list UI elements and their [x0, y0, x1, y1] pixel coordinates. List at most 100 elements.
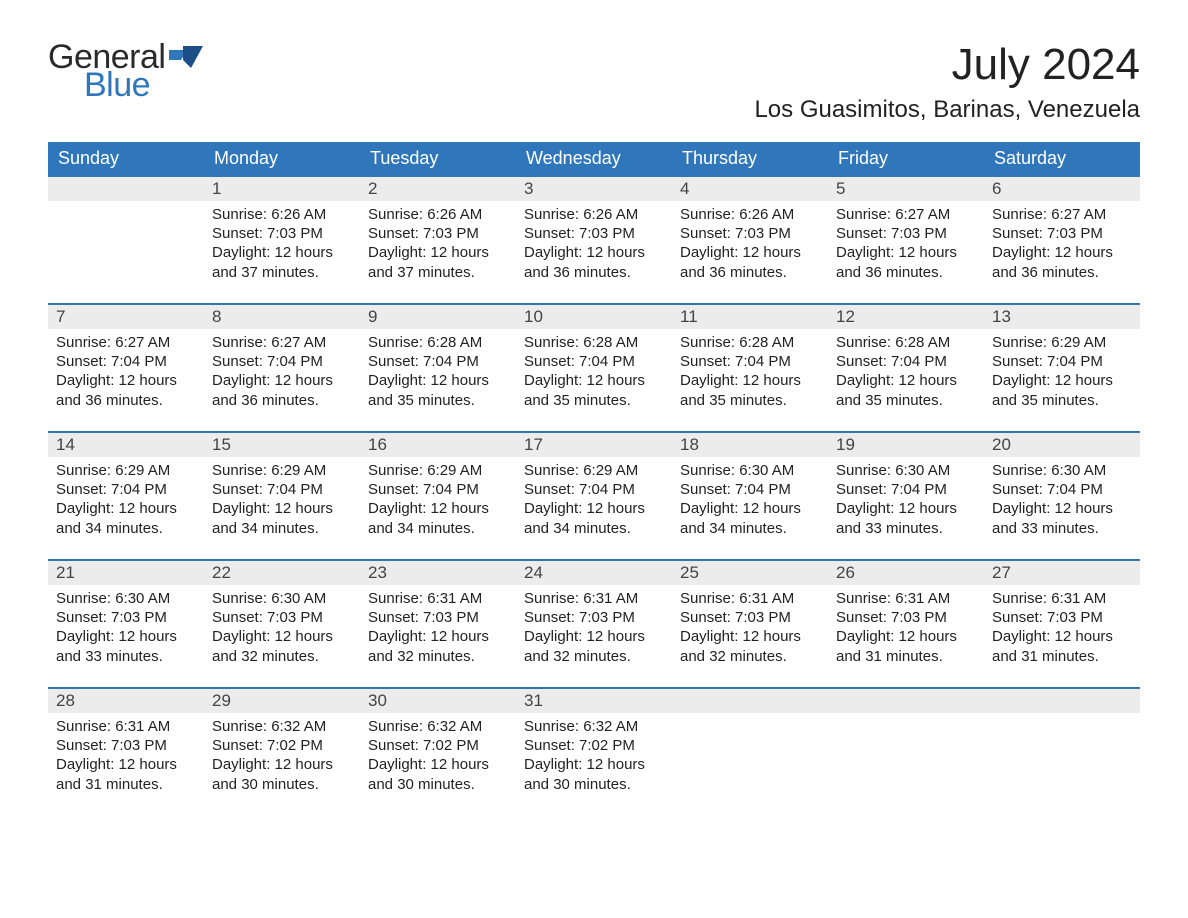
- sunset-value: 7:03 PM: [111, 737, 167, 754]
- sunset-value: 7:03 PM: [735, 225, 791, 242]
- sunrise-line: Sunrise: 6:29 AM: [992, 333, 1132, 352]
- sunset-line: Sunset: 7:04 PM: [56, 352, 196, 371]
- sunset-value: 7:02 PM: [423, 737, 479, 754]
- sunset-line: Sunset: 7:04 PM: [524, 480, 664, 499]
- calendar-row: 14Sunrise: 6:29 AMSunset: 7:04 PMDayligh…: [48, 431, 1140, 559]
- sunset-line: Sunset: 7:03 PM: [368, 608, 508, 627]
- sunrise-label: Sunrise:: [56, 334, 111, 351]
- daylight-line: Daylight: 12 hours and 34 minutes.: [368, 499, 508, 537]
- sunset-value: 7:04 PM: [735, 481, 791, 498]
- calendar-day: 10Sunrise: 6:28 AMSunset: 7:04 PMDayligh…: [516, 303, 672, 431]
- sunset-line: Sunset: 7:03 PM: [992, 608, 1132, 627]
- sunrise-value: 6:28 AM: [739, 334, 794, 351]
- sunset-label: Sunset:: [836, 481, 887, 498]
- sunrise-line: Sunrise: 6:27 AM: [56, 333, 196, 352]
- day-number: 23: [360, 559, 516, 585]
- sunrise-label: Sunrise:: [368, 462, 423, 479]
- sunrise-line: Sunrise: 6:26 AM: [524, 205, 664, 224]
- calendar-day: 15 Sunrise: 6:29 AMSunset: 7:04 PMDayligh…: [204, 431, 360, 559]
- day-details: Sunrise: 6:27 AMSunset: 7:04 PMDaylight:…: [48, 329, 204, 418]
- day-details: Sunrise: 6:29 AMSunset: 7:04 PMDaylight:…: [984, 329, 1140, 418]
- weekday-header: Wednesday: [516, 142, 672, 175]
- day-number: 27: [984, 559, 1140, 585]
- daylight-label: Daylight:: [56, 500, 114, 517]
- daylight-line: Daylight: 12 hours and 36 minutes.: [56, 371, 196, 409]
- sunrise-label: Sunrise:: [368, 334, 423, 351]
- sunset-line: Sunset: 7:04 PM: [680, 480, 820, 499]
- day-details: Sunrise: 6:30 AMSunset: 7:04 PMDaylight:…: [984, 457, 1140, 546]
- sunset-line: Sunset: 7:04 PM: [56, 480, 196, 499]
- sunrise-value: 6:30 AM: [739, 462, 794, 479]
- calendar-day: 12Sunrise: 6:28 AMSunset: 7:04 PMDayligh…: [828, 303, 984, 431]
- sunset-line: Sunset: 7:03 PM: [836, 608, 976, 627]
- sunrise-label: Sunrise:: [212, 462, 267, 479]
- daylight-line: Daylight: 12 hours and 31 minutes.: [992, 627, 1132, 665]
- sunset-line: Sunset: 7:03 PM: [524, 224, 664, 243]
- sunset-line: Sunset: 7:04 PM: [212, 480, 352, 499]
- sunrise-label: Sunrise:: [680, 590, 735, 607]
- sunrise-label: Sunrise:: [524, 718, 579, 735]
- day-details: Sunrise: 6:26 AMSunset: 7:03 PMDaylight:…: [672, 201, 828, 290]
- sunset-label: Sunset:: [56, 737, 107, 754]
- calendar-day: 26Sunrise: 6:31 AMSunset: 7:03 PMDayligh…: [828, 559, 984, 687]
- sunset-value: 7:04 PM: [267, 481, 323, 498]
- day-details: Sunrise: 6:28 AMSunset: 7:04 PMDaylight:…: [516, 329, 672, 418]
- sunrise-label: Sunrise:: [56, 718, 111, 735]
- sunset-line: Sunset: 7:03 PM: [212, 224, 352, 243]
- day-number: 20: [984, 431, 1140, 457]
- day-number-bar: [984, 687, 1140, 713]
- sunset-line: Sunset: 7:04 PM: [368, 352, 508, 371]
- weekday-header: Thursday: [672, 142, 828, 175]
- sunrise-value: 6:29 AM: [427, 462, 482, 479]
- sunset-label: Sunset:: [212, 737, 263, 754]
- weekday-header: Monday: [204, 142, 360, 175]
- daylight-label: Daylight:: [680, 244, 738, 261]
- day-number: 11: [672, 303, 828, 329]
- day-number: 2: [360, 175, 516, 201]
- sunset-line: Sunset: 7:04 PM: [368, 480, 508, 499]
- daylight-line: Daylight: 12 hours and 37 minutes.: [368, 243, 508, 281]
- sunrise-value: 6:32 AM: [583, 718, 638, 735]
- calendar-day: 20Sunrise: 6:30 AMSunset: 7:04 PMDayligh…: [984, 431, 1140, 559]
- day-number: 26: [828, 559, 984, 585]
- sunset-line: Sunset: 7:04 PM: [836, 352, 976, 371]
- sunrise-label: Sunrise:: [212, 590, 267, 607]
- sunset-label: Sunset:: [836, 353, 887, 370]
- day-number: 28: [48, 687, 204, 713]
- calendar-day: 6Sunrise: 6:27 AMSunset: 7:03 PMDaylight…: [984, 175, 1140, 303]
- sunrise-label: Sunrise:: [680, 206, 735, 223]
- sunset-label: Sunset:: [524, 737, 575, 754]
- sunrise-value: 6:27 AM: [271, 334, 326, 351]
- sunrise-value: 6:31 AM: [739, 590, 794, 607]
- day-number: 15: [204, 431, 360, 457]
- calendar-day: 25Sunrise: 6:31 AMSunset: 7:03 PMDayligh…: [672, 559, 828, 687]
- day-number: 16: [360, 431, 516, 457]
- sunrise-label: Sunrise:: [992, 462, 1047, 479]
- sunset-label: Sunset:: [524, 609, 575, 626]
- calendar-day: 11Sunrise: 6:28 AMSunset: 7:04 PMDayligh…: [672, 303, 828, 431]
- daylight-line: Daylight: 12 hours and 31 minutes.: [836, 627, 976, 665]
- sunrise-label: Sunrise:: [524, 462, 579, 479]
- day-details: Sunrise: 6:31 AMSunset: 7:03 PMDaylight:…: [672, 585, 828, 674]
- sunrise-value: 6:27 AM: [115, 334, 170, 351]
- sunrise-label: Sunrise:: [212, 206, 267, 223]
- day-number: 19: [828, 431, 984, 457]
- sunrise-line: Sunrise: 6:28 AM: [368, 333, 508, 352]
- daylight-label: Daylight:: [992, 372, 1050, 389]
- daylight-label: Daylight:: [992, 244, 1050, 261]
- sunset-label: Sunset:: [524, 481, 575, 498]
- sunset-label: Sunset:: [680, 353, 731, 370]
- daylight-line: Daylight: 12 hours and 32 minutes.: [212, 627, 352, 665]
- calendar-day: 17Sunrise: 6:29 AMSunset: 7:04 PMDayligh…: [516, 431, 672, 559]
- daylight-line: Daylight: 12 hours and 33 minutes.: [836, 499, 976, 537]
- daylight-line: Daylight: 12 hours and 31 minutes.: [56, 755, 196, 793]
- day-details: Sunrise: 6:30 AMSunset: 7:03 PMDaylight:…: [204, 585, 360, 674]
- sunrise-line: Sunrise: 6:26 AM: [368, 205, 508, 224]
- sunrise-line: Sunrise: 6:30 AM: [680, 461, 820, 480]
- daylight-label: Daylight:: [212, 500, 270, 517]
- sunrise-line: Sunrise: 6:29 AM: [212, 461, 352, 480]
- sunset-value: 7:03 PM: [111, 609, 167, 626]
- calendar-day: 19Sunrise: 6:30 AMSunset: 7:04 PMDayligh…: [828, 431, 984, 559]
- daylight-line: Daylight: 12 hours and 34 minutes.: [680, 499, 820, 537]
- sunset-line: Sunset: 7:02 PM: [368, 736, 508, 755]
